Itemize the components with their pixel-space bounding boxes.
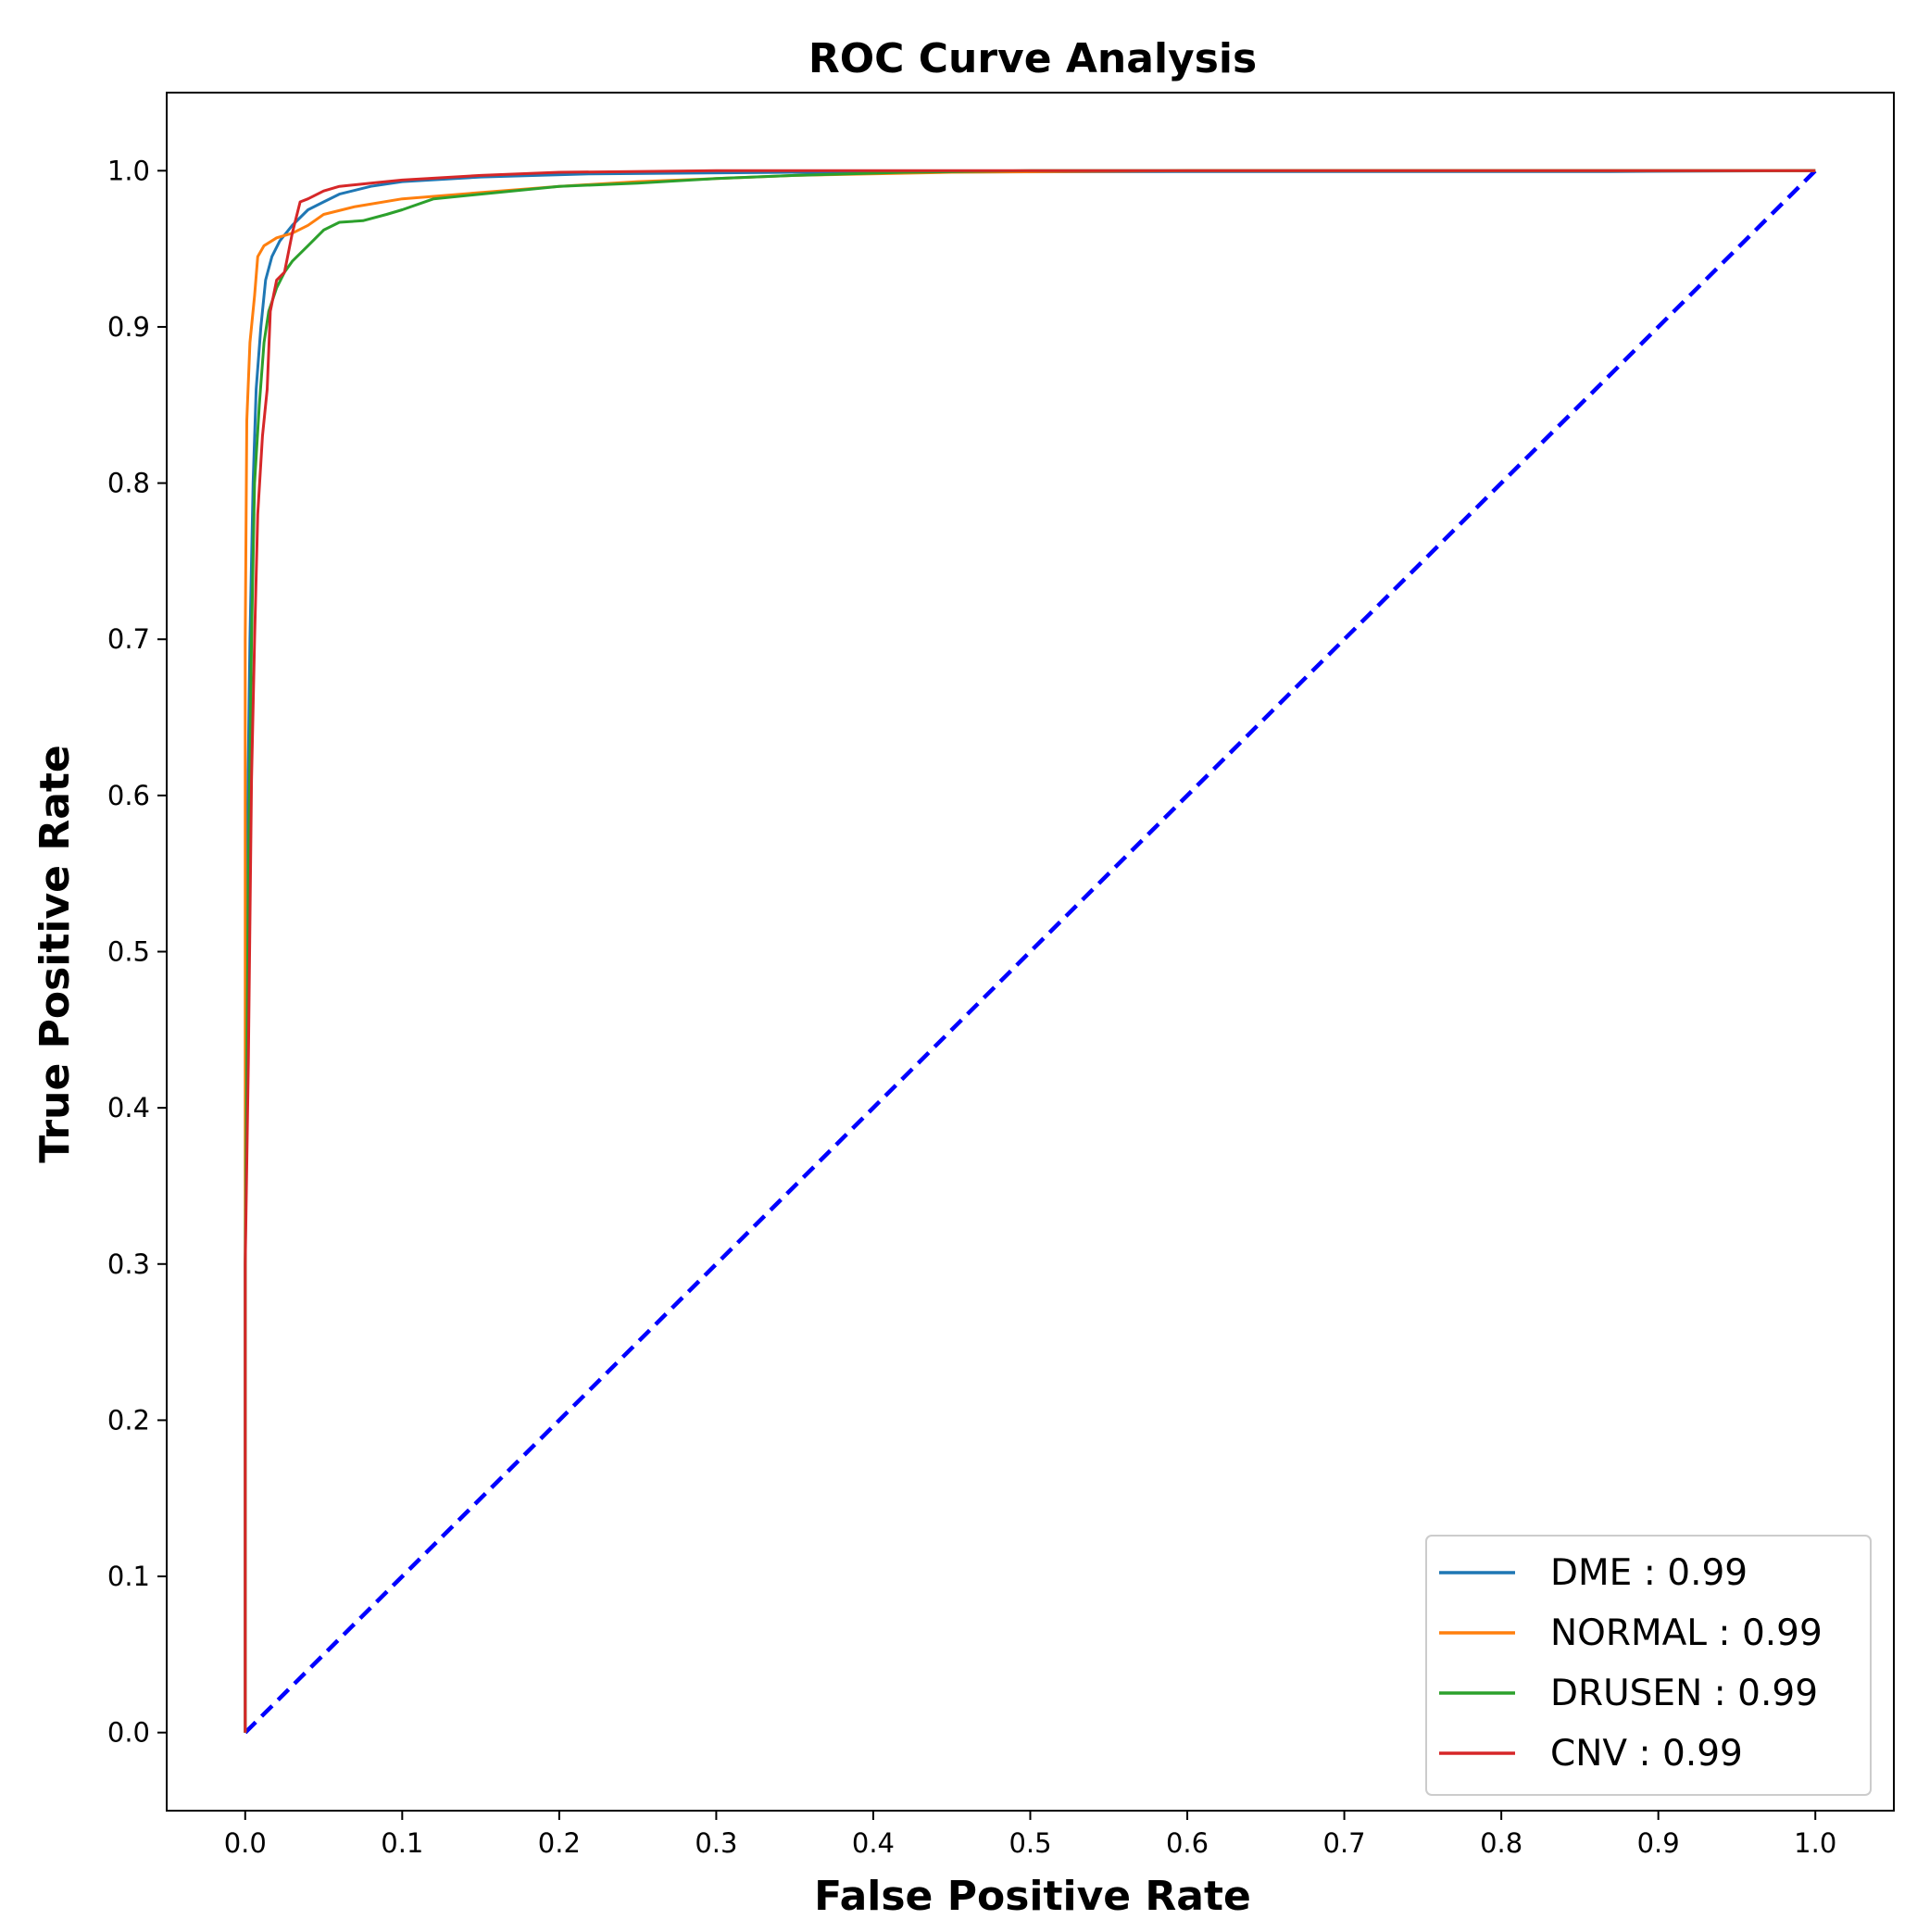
diagonal-reference-line — [244, 169, 1817, 1735]
y-tick-label: 0.0 — [107, 1717, 150, 1749]
x-tick-label: 0.7 — [1323, 1827, 1366, 1859]
y-tick-label: 0.6 — [107, 780, 150, 811]
series-line-cnv — [244, 169, 1816, 1733]
axis-ticks: 0.0 0.1 0.2 0.3 0.4 0.5 0.6 0.7 0.8 0.9 1.0 0.0 0.1 0… — [107, 155, 1836, 1859]
x-tick-label: 0.3 — [695, 1827, 737, 1859]
y-tick-label: 0.8 — [107, 468, 150, 499]
legend-label: DME : 0.99 — [1550, 1552, 1748, 1594]
y-tick-label: 0.3 — [107, 1248, 150, 1280]
series-line-dme — [244, 169, 1816, 1733]
x-tick-label: 0.4 — [852, 1827, 895, 1859]
x-tick-label: 0.5 — [1009, 1827, 1051, 1859]
legend-label: NORMAL : 0.99 — [1550, 1612, 1823, 1654]
y-tick-label: 0.5 — [107, 936, 150, 968]
x-tick-label: 0.8 — [1480, 1827, 1522, 1859]
y-tick-label: 0.9 — [107, 311, 150, 343]
x-tick-label: 0.9 — [1637, 1827, 1680, 1859]
legend-label: CNV : 0.99 — [1550, 1733, 1743, 1775]
chart-title: ROC Curve Analysis — [808, 35, 1257, 82]
plot-area — [166, 92, 1895, 1812]
x-tick-label: 1.0 — [1794, 1827, 1836, 1859]
x-tick-label: 0.6 — [1166, 1827, 1209, 1859]
series-line-drusen — [244, 169, 1816, 1733]
legend: DME : 0.99 NORMAL : 0.99 DRUSEN : 0.99 CNV … — [1425, 1535, 1872, 1796]
y-axis-label: True Positive Rate — [31, 745, 79, 1163]
y-tick-label: 0.2 — [107, 1404, 150, 1436]
y-tick-label: 1.0 — [107, 155, 150, 186]
x-tick-label: 0.2 — [538, 1827, 581, 1859]
x-axis-label: False Positive Rate — [814, 1873, 1251, 1920]
y-tick-label: 0.7 — [107, 623, 150, 655]
legend-label: DRUSEN : 0.99 — [1550, 1673, 1818, 1714]
series-lines — [244, 169, 1817, 1735]
x-tick-label: 0.0 — [224, 1827, 267, 1859]
x-tick-label: 0.1 — [381, 1827, 423, 1859]
y-tick-label: 0.1 — [107, 1561, 150, 1592]
legend-box — [1425, 1535, 1872, 1796]
y-tick-label: 0.4 — [107, 1092, 150, 1123]
